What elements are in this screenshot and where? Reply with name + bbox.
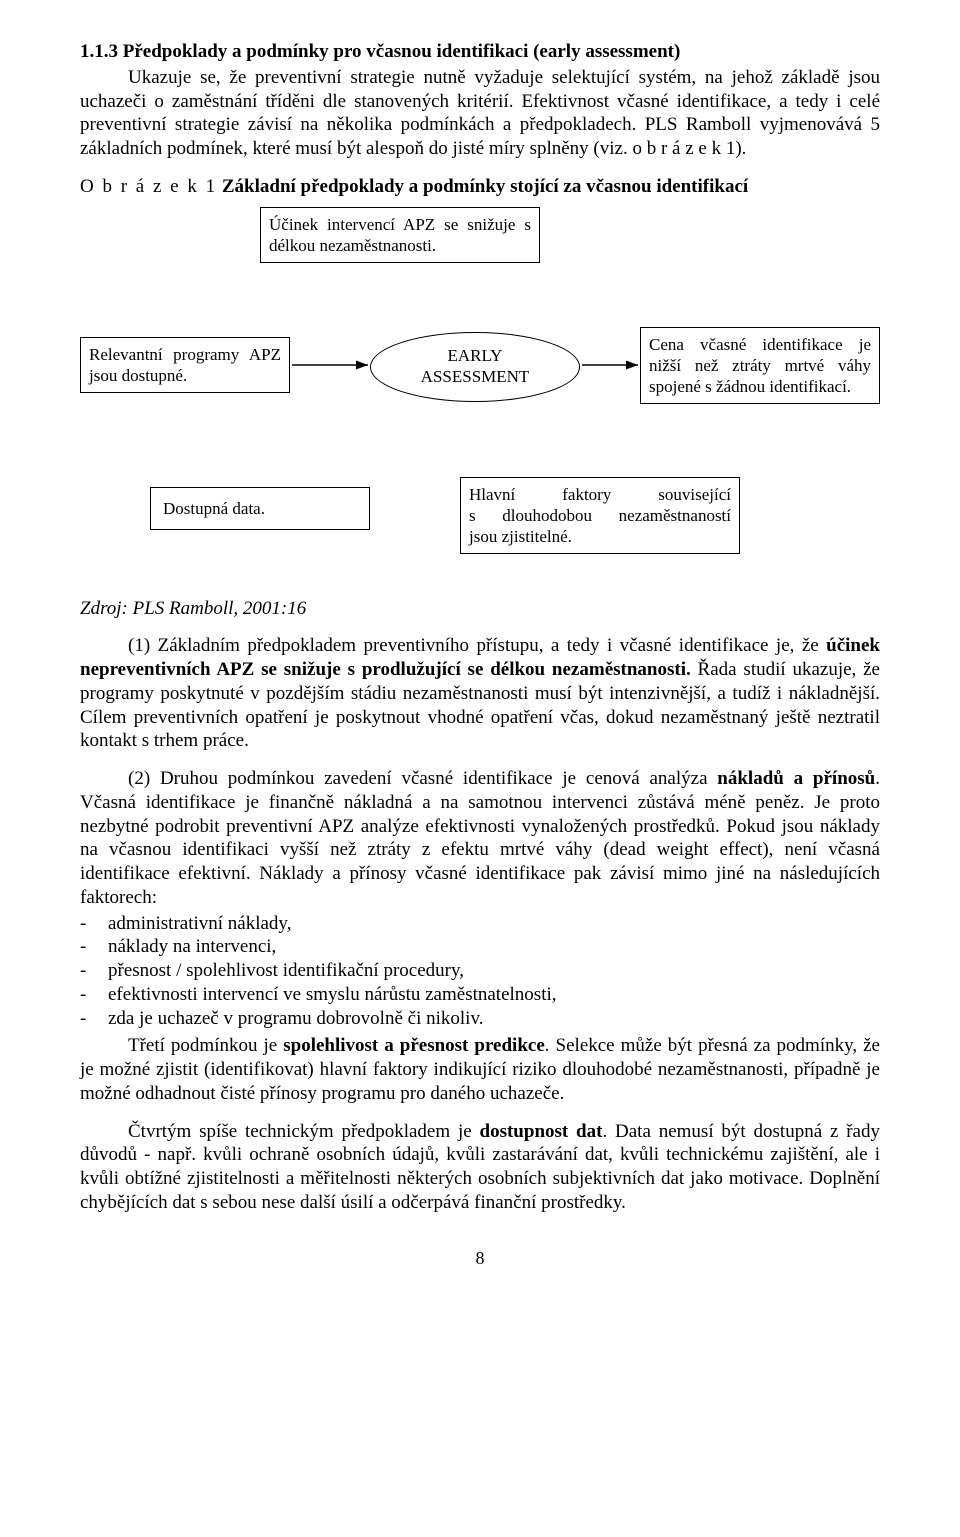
p5b: dostupnost dat <box>480 1121 603 1142</box>
figure-label-rest: Základní předpoklady a podmínky stojící … <box>217 176 748 197</box>
p5a: Čtvrtým spíše technickým předpokladem je <box>128 1121 480 1142</box>
body-p2: (1) Základním předpokladem preventivního… <box>80 634 880 753</box>
body-p5: Čtvrtým spíše technickým předpokladem je… <box>80 1120 880 1215</box>
figure-label: O b r á z e k 1 <box>80 176 217 197</box>
list-item: náklady na intervenci, <box>80 935 880 959</box>
bullet-list: administrativní náklady, náklady na inte… <box>80 912 880 1031</box>
list-item: přesnost / spolehlivost identifikační pr… <box>80 959 880 983</box>
p2a: (1) Základním předpokladem preventivního… <box>128 635 826 656</box>
heading-number: 1.1.3 <box>80 41 118 62</box>
page-number: 8 <box>80 1247 880 1270</box>
figure-source: Zdroj: PLS Ramboll, 2001:16 <box>80 597 880 621</box>
p4b: spolehlivost a přesnost predikce <box>283 1035 545 1056</box>
section-heading: 1.1.3 Předpoklady a podmínky pro včasnou… <box>80 40 880 64</box>
list-item: administrativní náklady, <box>80 912 880 936</box>
list-item: efektivnosti intervencí ve smyslu nárůst… <box>80 983 880 1007</box>
body-p3: (2) Druhou podmínkou zavedení včasné ide… <box>80 767 880 910</box>
list-item: zda je uchazeč v programu dobrovolně či … <box>80 1007 880 1031</box>
intro-paragraph: Ukazuje se, že preventivní strategie nut… <box>80 66 880 161</box>
figure-caption: O b r á z e k 1 Základní předpoklady a p… <box>80 175 880 199</box>
arrows-svg <box>80 207 880 587</box>
p4a: Třetí podmínkou je <box>128 1035 283 1056</box>
p3b: nákladů a přínosů <box>717 768 875 789</box>
diagram: Účinek intervencí APZ se snižuje s délko… <box>80 207 880 587</box>
heading-title: Předpoklady a podmínky pro včasnou ident… <box>123 41 681 62</box>
p3a: (2) Druhou podmínkou zavedení včasné ide… <box>128 768 717 789</box>
body-p4: Třetí podmínkou je spolehlivost a přesno… <box>80 1034 880 1105</box>
